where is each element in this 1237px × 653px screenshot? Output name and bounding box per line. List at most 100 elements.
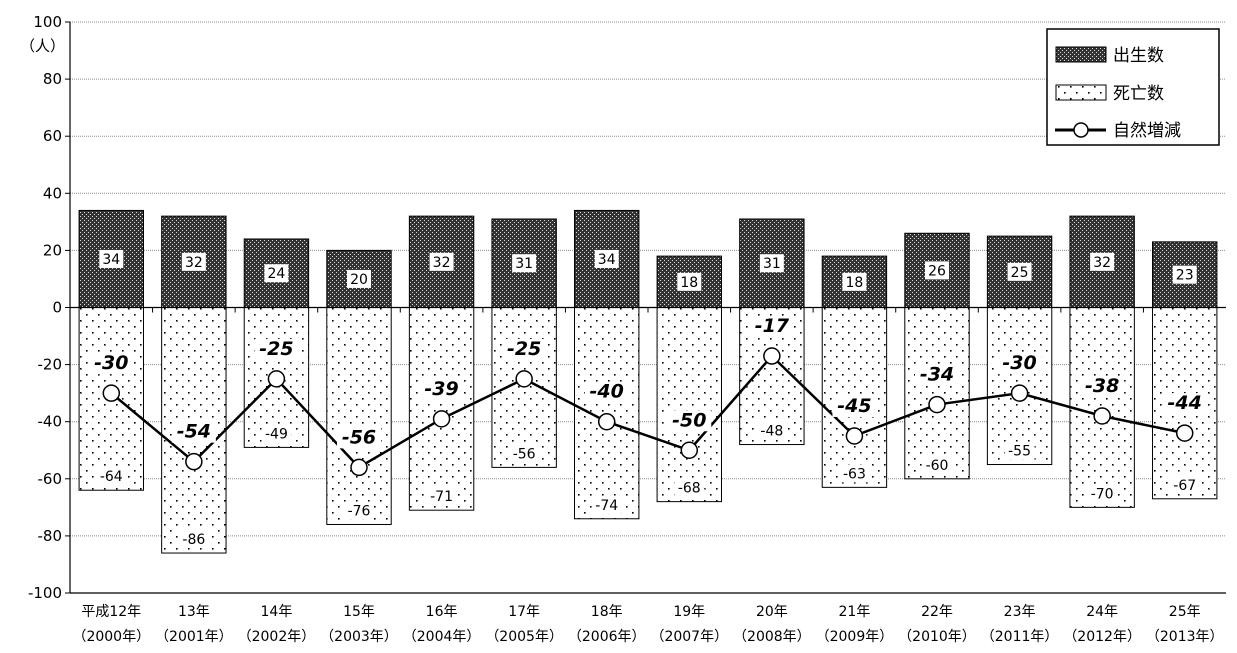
births-value-label: 34 [102, 252, 120, 268]
net-change-line [102, 347, 1194, 477]
net-label-bg [997, 353, 1042, 375]
net-change-value-label: -45 [837, 395, 871, 417]
category-label-western-year: （2007年） [650, 629, 728, 645]
category-label-year: 19年 [673, 604, 705, 620]
net-change-polyline [110, 354, 1185, 469]
category-label-western-year: （2002年） [238, 629, 316, 645]
net-label-bg [1080, 375, 1125, 397]
deaths-value-label: -55 [1008, 444, 1031, 460]
net-change-value-label: -25 [259, 338, 293, 360]
net-change-value-label: -56 [342, 426, 376, 448]
y-tick-label: 60 [43, 127, 62, 145]
deaths-label-bg [261, 424, 292, 443]
deaths-value-label: -49 [265, 426, 288, 442]
category-label-western-year: （2012年） [1063, 629, 1141, 645]
births-label-bg [99, 249, 124, 268]
deaths-value-label: -86 [182, 532, 205, 548]
deaths-value-label: -67 [1173, 478, 1196, 494]
net-change-value-label: -30 [1002, 352, 1036, 374]
births-label-bg [264, 264, 289, 283]
deaths-label-bg [178, 530, 209, 549]
deaths-label-bg [344, 501, 374, 520]
net-change-value-label: -40 [590, 381, 624, 403]
births-value-label: 32 [1093, 255, 1111, 271]
category-label-western-year: （2008年） [733, 629, 811, 645]
deaths-bars [78, 307, 1218, 554]
category-label-western-year: （2001年） [155, 629, 233, 645]
net-change-marker [763, 347, 781, 365]
births-label-bg [594, 249, 619, 268]
births-label-bg [1090, 252, 1115, 271]
net-label-bg [667, 410, 712, 432]
births-value-label: 23 [1176, 268, 1194, 284]
deaths-bar [904, 307, 970, 480]
deaths-bar [491, 307, 557, 468]
births-value-label: 32 [433, 255, 451, 271]
category-label-western-year: （2011年） [981, 629, 1059, 645]
y-tick-labels: 100 80 60 40 20 0 -20 -40 -60 -80 -100 [28, 13, 62, 602]
y-tick-label: -100 [28, 584, 62, 602]
births-label-bg [512, 254, 537, 273]
net-change-value-label: -17 [755, 315, 790, 337]
births-label-bg [1007, 262, 1032, 281]
births-label-bg [181, 252, 206, 271]
net-label-bg [749, 316, 794, 338]
births-value-label: 25 [1011, 265, 1029, 281]
births-value-label: 31 [515, 256, 533, 272]
legend: 出生数 死亡数 自然増減 [1046, 28, 1220, 146]
legend-net-marker [1073, 122, 1089, 138]
net-change-value-label: -44 [1168, 392, 1202, 414]
deaths-label-bg [426, 487, 457, 506]
net-change-value-label: -50 [672, 409, 706, 431]
net-change-value-label: -39 [424, 378, 458, 400]
axes [65, 21, 1226, 594]
y-tick-label: -20 [38, 356, 63, 374]
category-label-western-year: （2009年） [816, 629, 894, 645]
net-change-marker [515, 370, 533, 388]
deaths-value-label: -63 [843, 466, 866, 482]
category-label-western-year: （2000年） [72, 629, 150, 645]
births-value-label: 20 [350, 272, 368, 288]
net-change-value-label: -38 [1085, 375, 1119, 397]
deaths-label-bg [1087, 484, 1118, 503]
deaths-label-bg [1169, 475, 1200, 494]
net-change-marker [102, 384, 121, 402]
deaths-label-bg [1004, 441, 1035, 460]
net-label-bg [171, 421, 216, 443]
category-label-year: 14年 [261, 604, 293, 620]
category-label-year: 平成12年 [81, 604, 141, 620]
births-label-bg [429, 252, 454, 271]
category-label-western-year: （2003年） [320, 629, 398, 645]
births-value-label: 34 [598, 252, 616, 268]
net-label-bg [89, 353, 134, 375]
category-label-year: 21年 [839, 604, 871, 620]
births-bars [78, 209, 1218, 309]
net-change-marker [1175, 424, 1194, 442]
category-label-year: 15年 [343, 604, 375, 620]
deaths-label-bg [756, 421, 787, 440]
category-label-year: 18年 [591, 604, 623, 620]
y-tick-label: 20 [43, 241, 62, 259]
births-value-label: 31 [763, 256, 781, 272]
legend-net-label: 自然増減 [1113, 121, 1181, 141]
deaths-label-bg [591, 495, 622, 514]
deaths-label-bg [96, 467, 127, 486]
bar-value-labels: 34 32 24 20 32 31 34 18 31 18 26 25 32 23 -64 -86 -49 -76… [96, 249, 1200, 549]
category-label-year: 17年 [508, 604, 540, 620]
legend-births-label: 出生数 [1113, 46, 1164, 66]
births-label-bg [759, 254, 784, 273]
births-label-bg [677, 272, 702, 291]
net-change-marker [267, 370, 286, 388]
net-change-marker [680, 441, 699, 459]
births-value-label: 24 [268, 266, 286, 282]
category-label-year: 22年 [921, 604, 953, 620]
y-tick-label: -40 [38, 413, 63, 431]
category-label-year: 20年 [756, 604, 788, 620]
births-label-bg [347, 269, 371, 288]
net-change-marker [1010, 384, 1029, 402]
y-tick-label: 0 [52, 299, 62, 317]
unit-label: （人） [20, 37, 65, 55]
y-tick-label: -80 [38, 527, 63, 545]
net-label-bg [584, 381, 629, 403]
